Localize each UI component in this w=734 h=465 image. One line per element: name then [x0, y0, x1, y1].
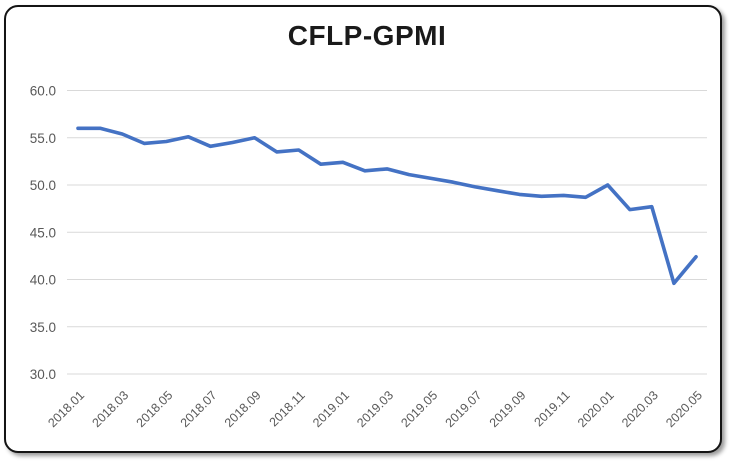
x-axis-tick-label: 2020.03 — [619, 388, 661, 430]
y-axis-tick-label: 30.0 — [30, 367, 56, 382]
x-axis-tick-label: 2020.01 — [575, 388, 617, 430]
x-axis-tick-label: 2020.05 — [663, 388, 705, 430]
x-axis-tick-label: 2019.05 — [398, 388, 440, 430]
chart-title: CFLP-GPMI — [287, 20, 447, 51]
y-axis-tick-label: 55.0 — [30, 131, 56, 146]
x-axis-tick-label: 2018.07 — [178, 388, 220, 430]
x-axis-tick-label: 2019.11 — [531, 388, 572, 429]
data-series-line — [76, 126, 698, 286]
x-axis-tick-label: 2018.11 — [267, 388, 308, 429]
x-axis-tick-label: 2019.07 — [443, 388, 485, 430]
x-axis-tick-label: 2019.03 — [354, 388, 396, 430]
y-axis-tick-label: 60.0 — [30, 84, 56, 99]
x-axis-tick-label: 2018.03 — [89, 388, 131, 430]
chart-card — [4, 5, 722, 453]
y-axis-tick-label: 45.0 — [30, 225, 56, 240]
x-axis-tick-label: 2019.09 — [487, 388, 529, 430]
x-axis-tick-label: 2018.01 — [45, 388, 87, 430]
x-axis-tick-label: 2018.09 — [222, 388, 264, 430]
x-axis-tick-label: 2018.05 — [134, 388, 176, 430]
x-axis-tick-label: 2019.01 — [310, 388, 352, 430]
y-axis-tick-label: 40.0 — [30, 273, 56, 288]
y-axis-tick-label: 50.0 — [30, 178, 56, 193]
y-axis-tick-label: 35.0 — [30, 320, 56, 335]
